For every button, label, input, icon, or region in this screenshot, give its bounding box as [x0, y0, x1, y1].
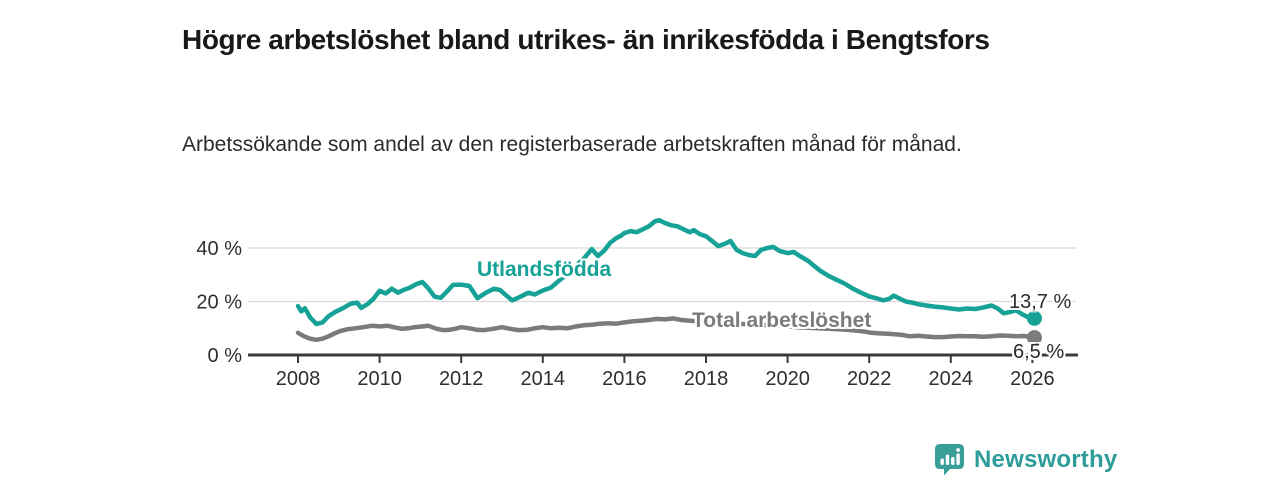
y-tick-label: 20 %	[196, 292, 242, 314]
end-value-label-utlandsfodda: 13,7 %	[1009, 291, 1072, 313]
x-tick-label: 2022	[847, 368, 892, 390]
x-tick-label: 2012	[439, 368, 484, 390]
series-end-dot	[1026, 330, 1042, 346]
series-line-total-arbetsl-shet	[295, 316, 1037, 343]
x-tick-label: 2010	[357, 368, 402, 390]
x-tick-label: 2020	[765, 368, 810, 390]
series-line-utlandsf-dda	[295, 217, 1037, 327]
series-label-utlandsfodda: Utlandsfödda	[477, 258, 612, 281]
chart-subtitle: Arbetssökande som andel av den registerb…	[182, 133, 962, 156]
bar-chart-speech-bubble-icon	[935, 444, 964, 476]
x-tick-label: 2014	[521, 368, 566, 390]
series-end-dot	[1026, 310, 1042, 326]
x-tick-label: 2024	[929, 368, 974, 390]
x-tick-label: 2018	[684, 368, 729, 390]
x-tick-label: 2016	[602, 368, 647, 390]
y-tick-label: 0 %	[208, 345, 243, 367]
newsworthy-branding: Newsworthy	[934, 443, 1117, 476]
chart-title: Högre arbetslöshet bland utrikes- än inr…	[182, 23, 990, 55]
x-tick-label: 2026	[1010, 368, 1055, 390]
newsworthy-logo-text: Newsworthy	[974, 445, 1118, 473]
x-tick-label: 2008	[276, 368, 321, 390]
y-tick-label: 40 %	[196, 238, 242, 260]
series-label-total-arbetsloshet: Total arbetslöshet	[692, 309, 872, 332]
end-value-label-total: 6,5 %	[1013, 341, 1065, 363]
